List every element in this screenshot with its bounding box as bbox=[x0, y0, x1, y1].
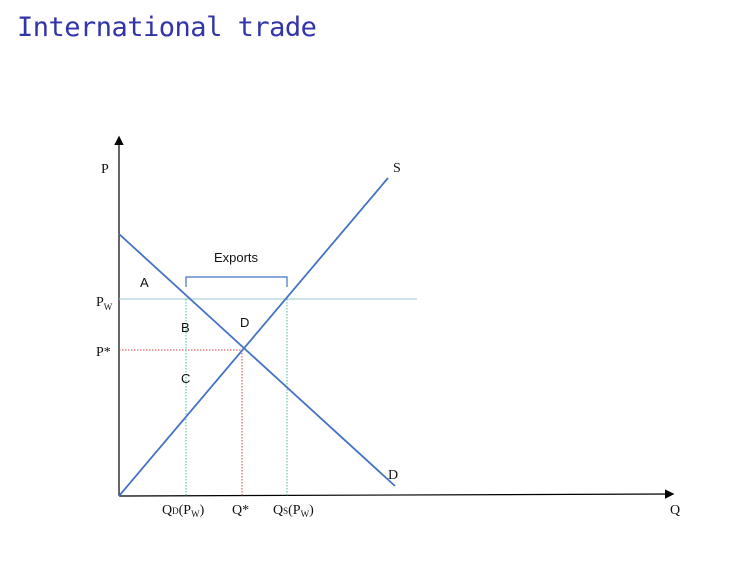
demand-curve bbox=[118, 233, 396, 487]
qstar-label: Q* bbox=[232, 503, 249, 518]
autarky-price-label: P* bbox=[96, 345, 111, 360]
qd-label: QD(PW) bbox=[162, 503, 205, 519]
world-price-label: PW bbox=[96, 295, 113, 312]
exports-bracket bbox=[185, 276, 288, 287]
supply-curve bbox=[118, 177, 389, 497]
exports-label: Exports bbox=[214, 250, 259, 265]
area-d-label: D bbox=[240, 315, 249, 330]
area-c-label: C bbox=[181, 371, 190, 386]
x-axis bbox=[118, 489, 675, 499]
price-axis-label: P bbox=[101, 162, 109, 177]
supply-label: S bbox=[393, 161, 401, 176]
demand-label: D bbox=[388, 468, 398, 483]
area-b-label: B bbox=[181, 320, 190, 335]
page-title: International trade bbox=[17, 12, 317, 43]
quantity-axis-label: Q bbox=[670, 503, 680, 518]
area-a-label: A bbox=[140, 275, 149, 290]
qs-label: QS(PW) bbox=[273, 503, 314, 519]
